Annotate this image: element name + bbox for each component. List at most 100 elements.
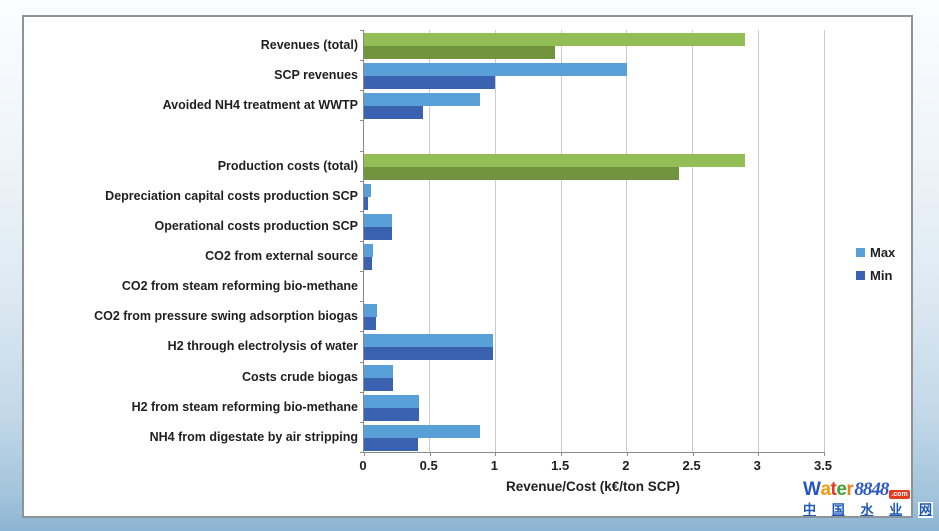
bar-min-row1 (364, 76, 496, 90)
x-axis-tick (626, 452, 628, 456)
category-label: Costs crude biogas (242, 369, 358, 384)
category-label: CO2 from pressure swing adsorption bioga… (94, 309, 358, 324)
x-tick-label: 2 (622, 458, 630, 473)
category-label: H2 from steam reforming bio-methane (131, 399, 358, 414)
bar-max-row5 (364, 183, 371, 197)
bar-min-row5 (364, 196, 368, 210)
y-axis-tick (360, 362, 364, 363)
x-axis-tick (692, 452, 694, 456)
bar-min-row9 (364, 317, 376, 331)
bar-min-row6 (364, 226, 392, 240)
y-axis-tick (360, 422, 364, 423)
legend-label: Min (870, 268, 893, 283)
category-label: SCP revenues (274, 68, 358, 83)
x-axis-tick-labels: 0 0.5 1 1.5 2 2.5 3 3.5 (359, 458, 832, 474)
bar-min-row4 (364, 166, 680, 180)
legend-swatch-min (856, 271, 865, 280)
watermark-tagline-char: 中 (803, 502, 817, 517)
category-axis-labels: Revenues (total) SCP revenues Avoided NH4 … (28, 30, 358, 452)
y-axis-tick (360, 90, 364, 91)
bar-max-row12 (364, 394, 420, 408)
bar-max-row6 (364, 213, 392, 227)
bar-min-row12 (364, 407, 420, 421)
gridline-2 (626, 30, 628, 452)
legend-swatch-max (856, 248, 865, 257)
x-axis-title: Revenue/Cost (k€/ton SCP) (505, 479, 681, 494)
gridline-2.5 (692, 30, 694, 452)
gridline-3.5 (823, 30, 825, 452)
gridline-0.5 (429, 30, 431, 452)
y-axis-tick (360, 331, 364, 332)
y-axis-tick (360, 452, 364, 453)
plot-area (360, 30, 825, 456)
category-label: Revenues (total) (260, 38, 358, 52)
bar-max-row0 (364, 33, 746, 46)
category-label: Production costs (total) (217, 158, 358, 173)
watermark-domain-suffix: .com (889, 490, 910, 499)
bar-min-row7 (364, 257, 372, 270)
y-axis-tick (360, 181, 364, 182)
category-label: NH4 from digestate by air stripping (149, 429, 358, 444)
watermark-letter: t (830, 479, 837, 500)
watermark-tagline-char: 业 (889, 502, 903, 517)
x-tick-label: 3 (753, 458, 761, 473)
gridline-3 (757, 30, 759, 452)
gridline-1.5 (560, 30, 562, 452)
x-tick-label: 3.5 (813, 458, 833, 473)
watermark-tagline: 中国水业网 (803, 502, 933, 518)
bar-max-row11 (364, 364, 393, 378)
bar-min-row11 (364, 377, 393, 391)
legend-item-max: Max (856, 246, 895, 259)
bar-min-row0 (364, 46, 555, 59)
bar-max-row7 (364, 244, 374, 257)
watermark-number: 8848 (854, 479, 889, 500)
legend: Max Min (856, 246, 895, 292)
bar-max-row2 (364, 93, 480, 107)
watermark-letter: r (846, 479, 854, 500)
bar-max-row1 (364, 63, 627, 77)
category-label: Depreciation capital costs production SC… (105, 188, 358, 203)
legend-item-min: Min (856, 269, 895, 282)
x-axis-tick (495, 452, 497, 456)
watermark-tagline-char: 国 (831, 502, 845, 517)
watermark-tagline-char: 网 (917, 502, 933, 518)
watermark-tagline-char: 水 (860, 502, 874, 517)
bar-min-row2 (364, 106, 424, 120)
y-axis-tick (360, 151, 364, 152)
watermark-letter: W (803, 479, 821, 500)
y-axis-tick (360, 211, 364, 212)
x-axis-tick (561, 452, 563, 456)
y-axis-tick (360, 301, 364, 302)
bar-max-row10 (364, 334, 493, 348)
x-axis-tick (824, 452, 825, 456)
x-tick-label: 1.5 (551, 458, 570, 473)
x-axis-tick (364, 452, 365, 456)
y-axis-tick (360, 60, 364, 61)
x-axis-tick (758, 452, 760, 456)
category-label: Operational costs production SCP (154, 218, 359, 233)
y-axis-tick (360, 120, 364, 121)
category-label: H2 through electrolysis of water (167, 339, 358, 354)
bar-max-row13 (364, 424, 480, 438)
gridline-1 (494, 30, 496, 452)
y-axis-tick (360, 392, 364, 393)
bar-min-row10 (364, 347, 493, 361)
x-tick-label: 0.5 (419, 458, 438, 473)
legend-label: Max (870, 245, 896, 260)
x-axis-tick (429, 452, 431, 456)
bar-min-row13 (364, 437, 418, 451)
x-tick-label: 2.5 (682, 458, 701, 473)
y-axis-tick (360, 30, 364, 31)
watermark-letter: e (836, 479, 847, 500)
bar-max-row9 (364, 304, 378, 318)
category-label: CO2 from steam reforming bio-methane (121, 279, 358, 294)
x-tick-label: 0 (359, 458, 367, 473)
watermark-letter: a (820, 479, 831, 500)
bar-max-row4 (364, 153, 746, 167)
y-axis-tick (360, 241, 364, 242)
x-tick-label: 1 (490, 458, 499, 473)
category-label: Avoided NH4 treatment at WWTP (162, 98, 358, 113)
